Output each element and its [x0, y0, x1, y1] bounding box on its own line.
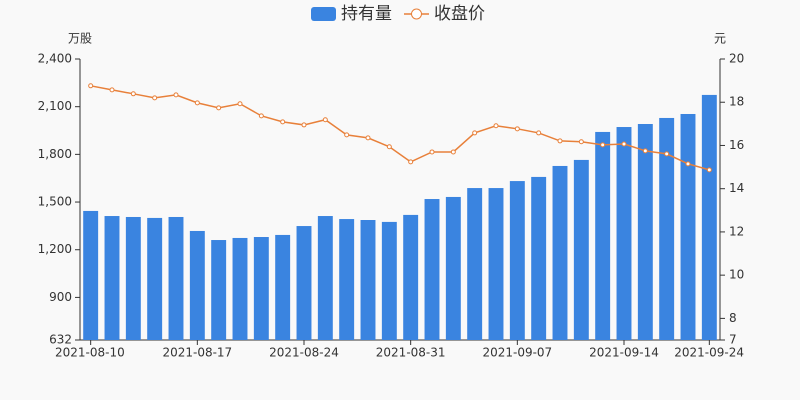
bar	[275, 234, 291, 340]
bar	[168, 216, 184, 340]
bar	[467, 188, 483, 340]
y-tick-label: 632	[49, 333, 72, 347]
line-point	[173, 92, 179, 98]
bar	[424, 199, 440, 340]
bar	[232, 237, 248, 340]
y2-tick-label: 10	[729, 268, 744, 282]
y2-tick-label: 20	[729, 52, 744, 66]
line-point	[536, 130, 542, 136]
legend-item[interactable]: 持有量	[311, 4, 392, 24]
line-point	[237, 101, 243, 107]
bar	[147, 217, 163, 340]
y2-tick-label: 8	[729, 311, 737, 325]
bar	[296, 226, 312, 340]
bar	[595, 131, 611, 340]
line-point	[258, 113, 264, 119]
line-point	[472, 130, 478, 136]
y-tick-label: 2,100	[38, 99, 72, 113]
bar	[509, 181, 525, 340]
line-point	[130, 91, 136, 97]
bar	[189, 230, 205, 340]
bar	[317, 216, 333, 340]
y2-axis-unit: 元	[714, 32, 726, 46]
x-tick-label: 2021-09-14	[589, 346, 659, 360]
line-point	[450, 149, 456, 155]
line-point	[621, 141, 627, 147]
y-tick-label: 1,200	[38, 242, 72, 256]
legend-label: 收盘价	[434, 4, 485, 24]
bar	[83, 210, 99, 340]
line-point	[664, 151, 670, 157]
bar	[637, 124, 653, 340]
legend-item[interactable]: 收盘价	[404, 4, 485, 24]
line-point	[514, 126, 520, 132]
line-point	[557, 138, 563, 144]
line-point	[429, 149, 435, 155]
bar	[680, 113, 696, 340]
bar	[531, 176, 547, 340]
line	[90, 85, 710, 171]
line-point	[280, 119, 286, 125]
bar	[701, 94, 717, 341]
line-point	[642, 148, 648, 154]
legend-swatch-marker	[411, 8, 422, 20]
bar	[488, 188, 504, 340]
y2-tick-label: 7	[729, 333, 737, 347]
line-point	[685, 161, 691, 167]
bar	[573, 159, 589, 340]
y-tick-label: 1,500	[38, 195, 72, 209]
bar	[211, 240, 227, 340]
y2-tick-label: 14	[729, 181, 744, 195]
x-tick-label: 2021-08-10	[55, 346, 125, 360]
bar	[403, 214, 419, 340]
y2-tick-label: 18	[729, 95, 744, 109]
line-point	[706, 167, 712, 173]
x-tick-label: 2021-08-31	[376, 346, 446, 360]
y-axis-unit: 万股	[68, 32, 92, 46]
x-tick-label: 2021-09-24	[674, 346, 744, 360]
line-point	[386, 144, 392, 150]
bar	[125, 216, 141, 340]
line-point	[301, 122, 307, 128]
line-point	[216, 105, 222, 111]
line-point	[600, 142, 606, 148]
line-point	[109, 87, 115, 93]
bar	[616, 127, 632, 340]
bar	[253, 237, 269, 340]
bar	[381, 221, 397, 340]
legend-label: 持有量	[341, 4, 392, 24]
bar	[445, 196, 461, 340]
bar	[360, 220, 376, 340]
line-point	[88, 83, 94, 89]
x-tick-label: 2021-08-24	[269, 346, 339, 360]
bar	[659, 117, 675, 340]
line-point	[365, 135, 371, 141]
line-point	[152, 95, 158, 101]
line-point	[194, 100, 200, 106]
y-tick-label: 2,400	[38, 52, 72, 66]
legend-swatch	[311, 7, 336, 21]
y-tick-label: 900	[49, 290, 72, 304]
bar	[552, 165, 568, 340]
y2-tick-label: 16	[729, 138, 744, 152]
y2-tick-label: 12	[729, 224, 744, 238]
line-point	[322, 117, 328, 123]
bar	[339, 219, 355, 340]
bar	[104, 216, 120, 340]
line-point	[344, 132, 350, 138]
line-point	[408, 159, 414, 165]
y-tick-label: 1,800	[38, 147, 72, 161]
legend: 持有量 收盘价	[311, 4, 485, 24]
x-tick-label: 2021-09-07	[482, 346, 552, 360]
line-point	[578, 139, 584, 145]
x-tick-label: 2021-08-17	[162, 346, 232, 360]
line-point	[493, 123, 499, 129]
